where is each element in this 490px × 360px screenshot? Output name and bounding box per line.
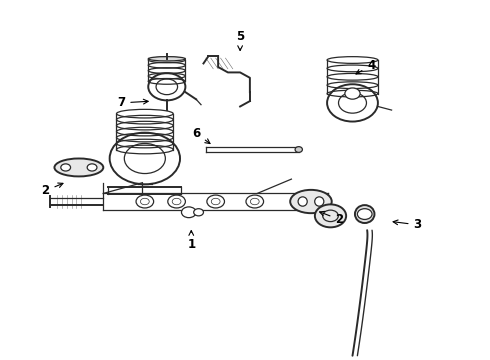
Ellipse shape: [290, 190, 332, 213]
Ellipse shape: [315, 197, 324, 206]
Text: 6: 6: [192, 127, 210, 144]
Text: 1: 1: [187, 231, 196, 251]
Circle shape: [61, 164, 71, 171]
Text: 2: 2: [42, 183, 63, 197]
Circle shape: [345, 88, 360, 99]
Ellipse shape: [298, 197, 307, 206]
Ellipse shape: [54, 158, 103, 176]
Text: 3: 3: [393, 218, 422, 231]
Circle shape: [168, 195, 185, 208]
Ellipse shape: [355, 205, 374, 223]
Ellipse shape: [148, 57, 185, 61]
Circle shape: [315, 204, 346, 227]
Text: 2: 2: [319, 211, 343, 226]
Circle shape: [194, 209, 203, 216]
Circle shape: [207, 195, 224, 208]
Circle shape: [246, 195, 264, 208]
Text: 7: 7: [117, 96, 148, 109]
Ellipse shape: [295, 147, 302, 152]
Circle shape: [136, 195, 154, 208]
Circle shape: [357, 209, 372, 220]
Text: 4: 4: [356, 59, 375, 74]
Text: 5: 5: [236, 30, 244, 50]
Circle shape: [181, 207, 196, 218]
Circle shape: [87, 164, 97, 171]
